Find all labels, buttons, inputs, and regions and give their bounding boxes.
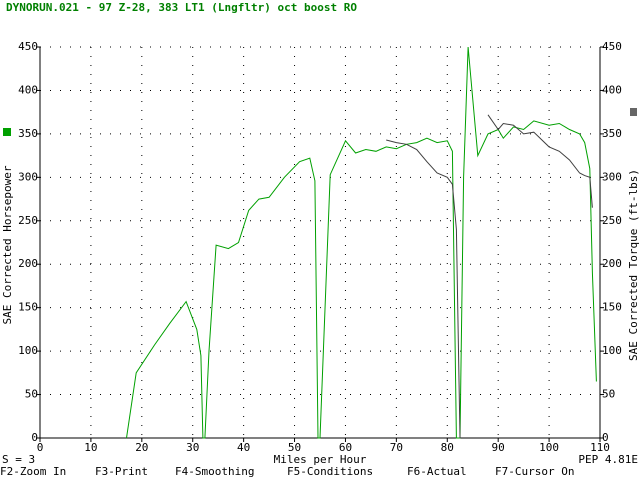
- x-tick-label: 20: [135, 441, 148, 454]
- chart-title: DYNORUN.021 - 97 Z-28, 383 LT1 (Lngfltr)…: [6, 1, 357, 14]
- legend-swatch: [630, 108, 637, 116]
- y-tick-label: 400: [18, 83, 38, 96]
- y2-tick-label: 100: [602, 344, 622, 357]
- y2-tick-label: 0: [602, 431, 609, 444]
- y2-tick-label: 250: [602, 214, 622, 227]
- y-tick-label: 100: [18, 344, 38, 357]
- x-tick-label: 100: [539, 441, 559, 454]
- function-key[interactable]: F7-Cursor On: [495, 465, 574, 478]
- y-axis-label: SAE Corrected Horsepower: [1, 165, 14, 324]
- y-tick-label: 450: [18, 40, 38, 53]
- x-tick-label: 90: [492, 441, 505, 454]
- y-tick-label: 350: [18, 127, 38, 140]
- y-tick-label: 50: [25, 388, 38, 401]
- function-key[interactable]: F6-Actual: [407, 465, 467, 478]
- y-tick-label: 150: [18, 301, 38, 314]
- y2-axis-label: SAE Corrected Torque (ft-lbs): [627, 169, 640, 361]
- y-tick-label: 250: [18, 214, 38, 227]
- y2-tick-label: 450: [602, 40, 622, 53]
- x-tick-label: 40: [237, 441, 250, 454]
- y2-tick-label: 50: [602, 388, 615, 401]
- function-key[interactable]: F3-Print: [95, 465, 148, 478]
- legend-swatch: [3, 128, 11, 136]
- y2-tick-label: 300: [602, 170, 622, 183]
- y-tick-label: 300: [18, 170, 38, 183]
- data-line: [386, 114, 593, 439]
- function-key[interactable]: F4-Smoothing: [175, 465, 254, 478]
- data-line: [126, 46, 597, 439]
- status-text: S = 3: [2, 453, 35, 466]
- function-key[interactable]: F5-Conditions: [287, 465, 373, 478]
- x-tick-label: 0: [37, 441, 44, 454]
- x-tick-label: 30: [186, 441, 199, 454]
- x-tick-label: 80: [441, 441, 454, 454]
- x-axis-label: Miles per Hour: [274, 453, 367, 466]
- x-tick-label: 70: [390, 441, 403, 454]
- x-tick-label: 110: [590, 441, 610, 454]
- y2-tick-label: 400: [602, 83, 622, 96]
- y2-tick-label: 350: [602, 127, 622, 140]
- x-tick-label: 60: [339, 441, 352, 454]
- y-tick-label: 200: [18, 257, 38, 270]
- function-key[interactable]: F2-Zoom In: [0, 465, 66, 478]
- x-tick-label: 10: [84, 441, 97, 454]
- x-tick-label: 50: [288, 441, 301, 454]
- y2-tick-label: 200: [602, 257, 622, 270]
- pep-text: PEP 4.81E: [578, 453, 638, 466]
- y2-tick-label: 150: [602, 301, 622, 314]
- y-tick-label: 0: [31, 431, 38, 444]
